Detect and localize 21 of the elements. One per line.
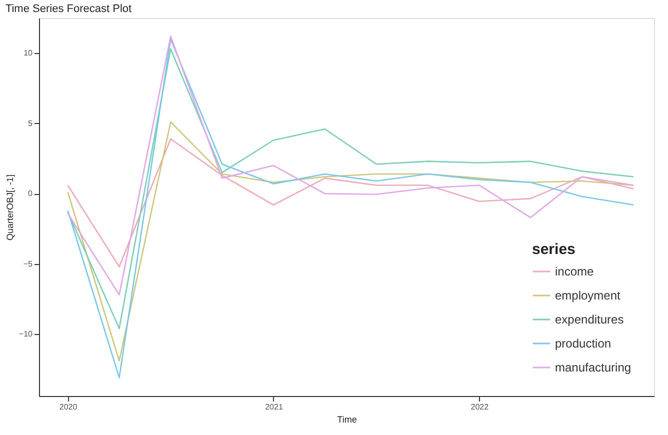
x-axis-title: Time <box>337 414 357 424</box>
line-series <box>67 121 634 362</box>
legend-label: employment <box>555 288 622 302</box>
y-tick-label: −5 <box>23 259 34 268</box>
x-tick-label: 2021 <box>265 402 284 412</box>
x-tick-label: 2022 <box>470 402 490 412</box>
legend-label: expenditures <box>555 312 624 326</box>
y-tick-label: 10 <box>24 48 34 58</box>
y-tick-label: 5 <box>28 118 34 128</box>
legend-label: income <box>555 264 594 278</box>
legend-label: manufacturing <box>555 360 632 374</box>
y-axis-title: QuarterOBJ[, -1] <box>4 174 15 241</box>
line-series <box>67 48 634 330</box>
legend-label: production <box>555 336 612 350</box>
y-tick-label: −10 <box>18 330 34 339</box>
line-series <box>67 38 634 378</box>
line-series <box>67 138 634 268</box>
chart-title: Time Series Forecast Plot <box>5 3 132 15</box>
y-tick-label: 0 <box>28 189 34 198</box>
x-tick-label: 2020 <box>59 402 78 412</box>
legend-title: series <box>532 241 576 258</box>
